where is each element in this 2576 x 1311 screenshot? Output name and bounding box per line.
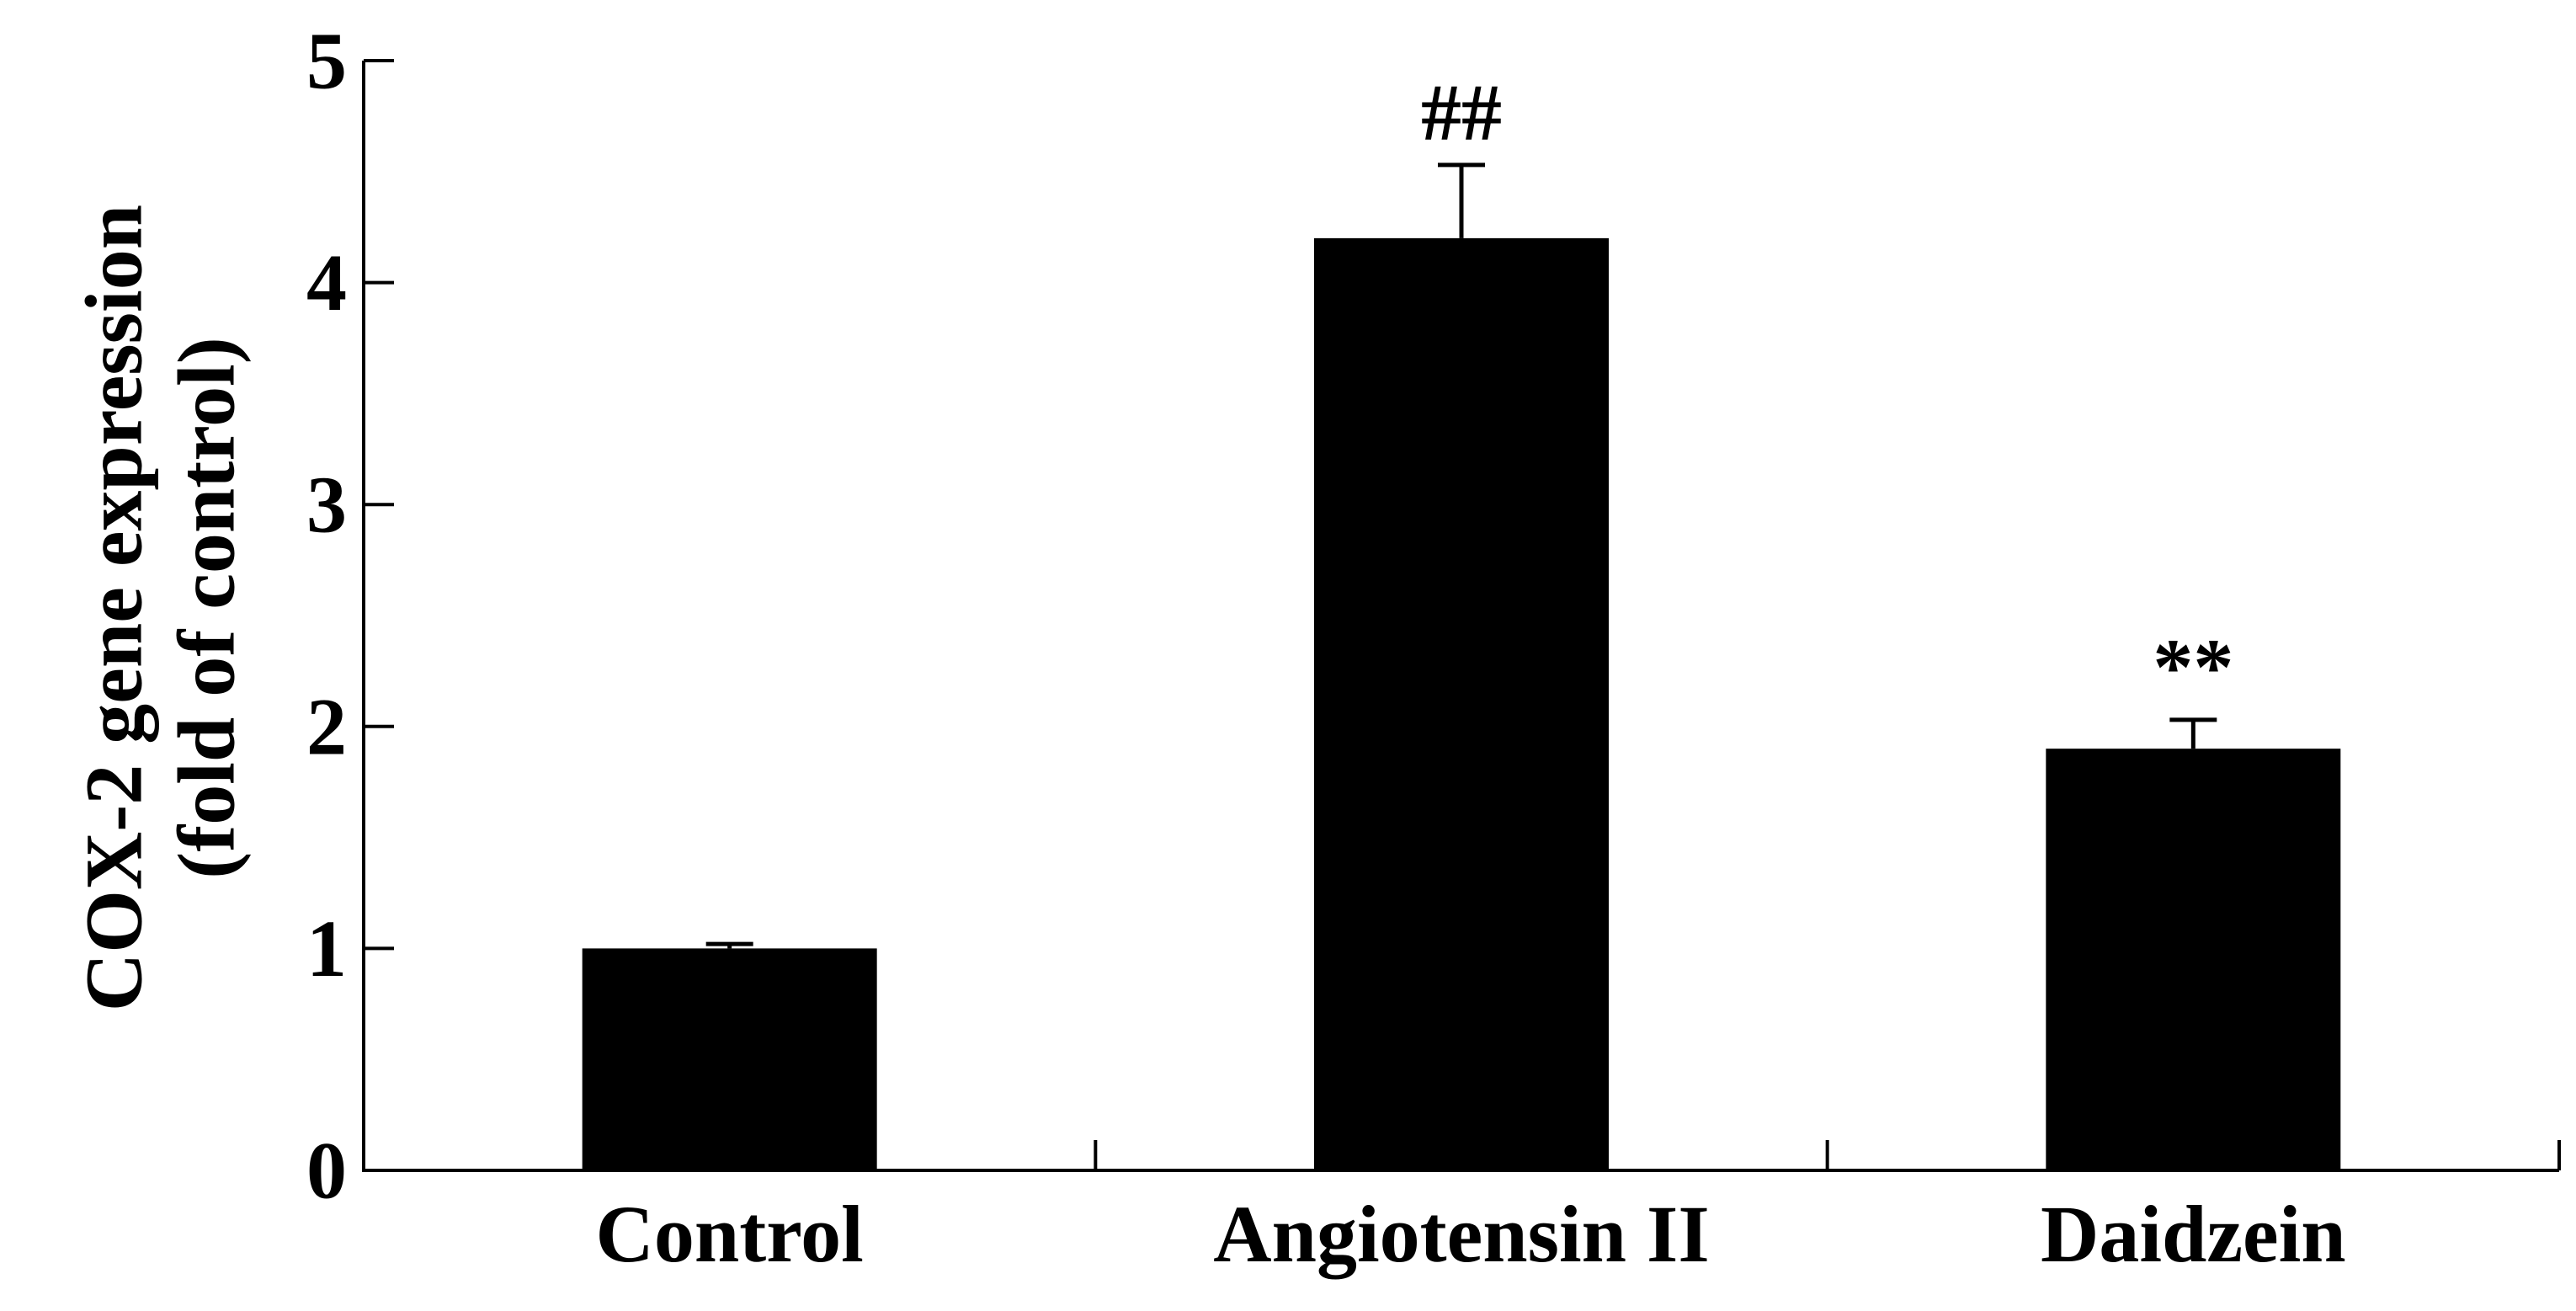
bar bbox=[1314, 237, 1609, 1170]
y-tick-label: 1 bbox=[306, 903, 347, 994]
bars-group bbox=[582, 237, 2341, 1170]
bar bbox=[2046, 749, 2341, 1170]
x-category-label: Daidzein bbox=[2041, 1189, 2346, 1279]
error-bars-group bbox=[705, 163, 2217, 949]
y-axis-title: COX-2 gene expression (fold of control) bbox=[69, 205, 252, 1011]
bar bbox=[582, 948, 877, 1170]
axes-group bbox=[362, 61, 2561, 1172]
x-category-label: Control bbox=[596, 1189, 864, 1279]
x-labels-group: Control Angiotensin II Daidzein bbox=[596, 1189, 2346, 1279]
y-tick-label: 5 bbox=[306, 16, 347, 106]
y-tick-label: 4 bbox=[306, 237, 347, 328]
x-category-label: Angiotensin II bbox=[1213, 1189, 1710, 1279]
significance-annotation: ## bbox=[1421, 67, 1502, 157]
y-tick-label: 2 bbox=[306, 681, 347, 771]
significance-annotation: ** bbox=[2153, 622, 2233, 712]
y-tick-label: 0 bbox=[306, 1126, 347, 1216]
y-ticks-group: 0 1 2 3 4 5 bbox=[306, 16, 394, 1216]
annotations-group: ## ** bbox=[1421, 67, 2233, 712]
y-axis-title-line-2: (fold of control) bbox=[162, 337, 252, 878]
y-tick-label: 3 bbox=[306, 460, 347, 550]
y-axis-title-line-1: COX-2 gene expression bbox=[69, 205, 159, 1011]
